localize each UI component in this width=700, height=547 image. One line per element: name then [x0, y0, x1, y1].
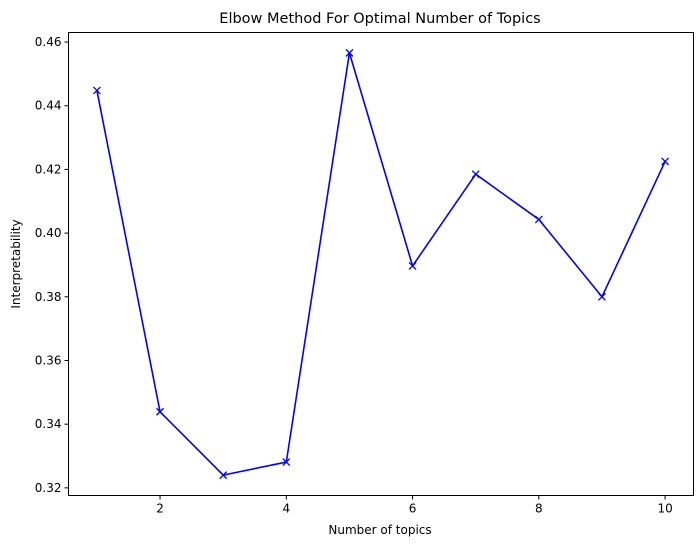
chart-title: Elbow Method For Optimal Number of Topic…: [219, 11, 540, 27]
plot-area-frame: [68, 32, 694, 496]
x-tick-label: 2: [156, 502, 164, 516]
data-point-marker: [345, 48, 354, 57]
data-point-marker: [282, 458, 291, 467]
series-layer: [92, 48, 670, 480]
y-tick-label: 0.36: [35, 353, 62, 367]
data-point-marker: [661, 157, 670, 166]
y-tick-label: 0.38: [35, 290, 62, 304]
data-point-marker: [598, 292, 606, 301]
x-axis: 2 4 6 8 10: [156, 495, 673, 516]
x-tick-label: 6: [409, 502, 417, 516]
series-line: [96, 52, 666, 476]
x-axis-title: Number of topics: [328, 523, 431, 537]
y-tick-label: 0.34: [35, 417, 62, 431]
data-point-marker: [156, 407, 164, 416]
data-point-marker: [219, 471, 228, 480]
y-tick-label: 0.32: [35, 481, 62, 495]
y-axis: 0.32 0.34 0.36 0.38 0.40 0.42 0.44 0.46: [35, 35, 69, 495]
data-point-marker: [471, 170, 480, 179]
x-tick-label: 4: [282, 502, 290, 516]
x-tick-label: 8: [535, 502, 543, 516]
y-tick-label: 0.44: [35, 99, 62, 113]
y-tick-label: 0.40: [35, 226, 62, 240]
x-tick-label: 10: [657, 502, 672, 516]
y-axis-title: Interpretability: [9, 219, 23, 308]
data-point-marker: [534, 215, 543, 224]
y-tick-label: 0.42: [35, 162, 62, 176]
y-tick-label: 0.46: [35, 35, 62, 49]
data-point-marker: [408, 261, 417, 270]
data-point-marker: [92, 86, 101, 95]
